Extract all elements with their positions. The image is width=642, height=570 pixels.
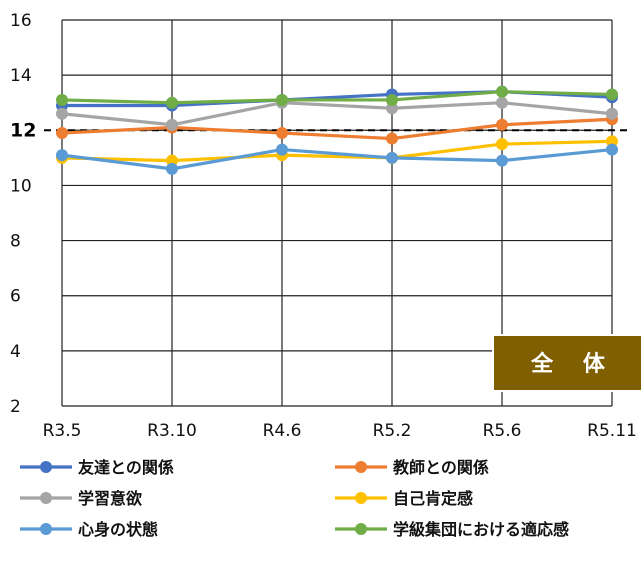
x-tick-label: R5.6 — [483, 421, 522, 441]
y-tick-label: 8 — [10, 232, 21, 252]
y-tick-label: 10 — [10, 176, 32, 196]
data-point — [496, 85, 508, 98]
x-tick-label: R3.10 — [147, 421, 197, 441]
series-line — [61, 117, 613, 141]
legend-item: 学習意欲 — [20, 489, 142, 508]
data-point — [276, 127, 288, 140]
series-line — [61, 90, 613, 105]
legend-label: 学級集団における適応感 — [393, 520, 569, 539]
data-point — [496, 138, 508, 151]
y-tick-label: 16 — [10, 11, 32, 31]
legend-marker — [40, 523, 52, 535]
badge-group: 全 体 — [492, 334, 642, 392]
y-axis-ticks: 2 4 6 8 10 12 14 16 — [10, 11, 36, 417]
data-point — [386, 151, 398, 164]
data-point — [496, 118, 508, 131]
series-line — [61, 147, 613, 171]
x-axis-ticks: R3.5 R3.10 R4.6 R5.2 R5.6 R5.11 — [43, 421, 637, 441]
data-point — [606, 88, 618, 101]
data-point — [496, 154, 508, 167]
data-point — [166, 96, 178, 109]
x-tick-label: R5.2 — [373, 421, 412, 441]
y-tick-label: 4 — [10, 342, 21, 362]
badge-label: 全 体 — [530, 351, 616, 377]
legend-item: 自己肯定感 — [335, 489, 473, 508]
series-line — [61, 139, 613, 163]
legend-label: 自己肯定感 — [393, 489, 473, 508]
data-point — [496, 96, 508, 109]
x-tick-label: R4.6 — [263, 421, 302, 441]
data-point — [606, 143, 618, 156]
legend-marker — [355, 523, 367, 535]
x-tick-label: R3.5 — [43, 421, 82, 441]
y-tick-label: 12 — [10, 119, 36, 141]
data-point — [606, 107, 618, 120]
legend-item: 教師との関係 — [335, 458, 489, 477]
data-point — [276, 93, 288, 106]
legend-label: 学習意欲 — [78, 489, 142, 508]
chart-series — [56, 85, 618, 175]
data-point — [386, 132, 398, 145]
legend-marker — [355, 492, 367, 504]
data-point — [56, 149, 68, 162]
data-point — [166, 162, 178, 175]
data-point — [166, 154, 178, 167]
data-point — [56, 93, 68, 106]
data-point — [56, 127, 68, 140]
data-point — [166, 118, 178, 131]
data-point — [56, 107, 68, 120]
y-tick-label: 6 — [10, 287, 21, 307]
x-tick-label: R5.11 — [587, 421, 637, 441]
data-point — [386, 102, 398, 115]
legend-label: 心身の状態 — [78, 520, 158, 539]
legend-marker — [40, 461, 52, 473]
data-point — [386, 93, 398, 106]
legend-item: 心身の状態 — [20, 520, 158, 539]
legend-label: 友達との関係 — [78, 458, 174, 477]
legend-marker — [355, 461, 367, 473]
y-tick-label: 14 — [10, 66, 32, 86]
series-line — [61, 101, 613, 127]
legend-label: 教師との関係 — [393, 458, 489, 477]
legend-marker — [40, 492, 52, 504]
legend-item: 友達との関係 — [20, 458, 174, 477]
y-tick-label: 2 — [10, 397, 21, 417]
data-point — [606, 135, 618, 148]
data-point — [276, 143, 288, 156]
badge-box — [492, 334, 642, 392]
legend-item: 学級集団における適応感 — [335, 520, 569, 539]
